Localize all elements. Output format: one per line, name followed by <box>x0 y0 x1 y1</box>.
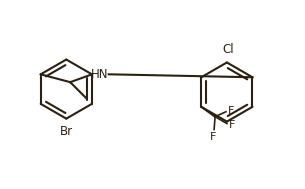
Text: F: F <box>210 132 216 143</box>
Text: F: F <box>229 120 235 129</box>
Text: HN: HN <box>91 68 109 81</box>
Text: F: F <box>228 106 234 116</box>
Text: Br: Br <box>60 125 73 138</box>
Text: Cl: Cl <box>222 43 234 56</box>
